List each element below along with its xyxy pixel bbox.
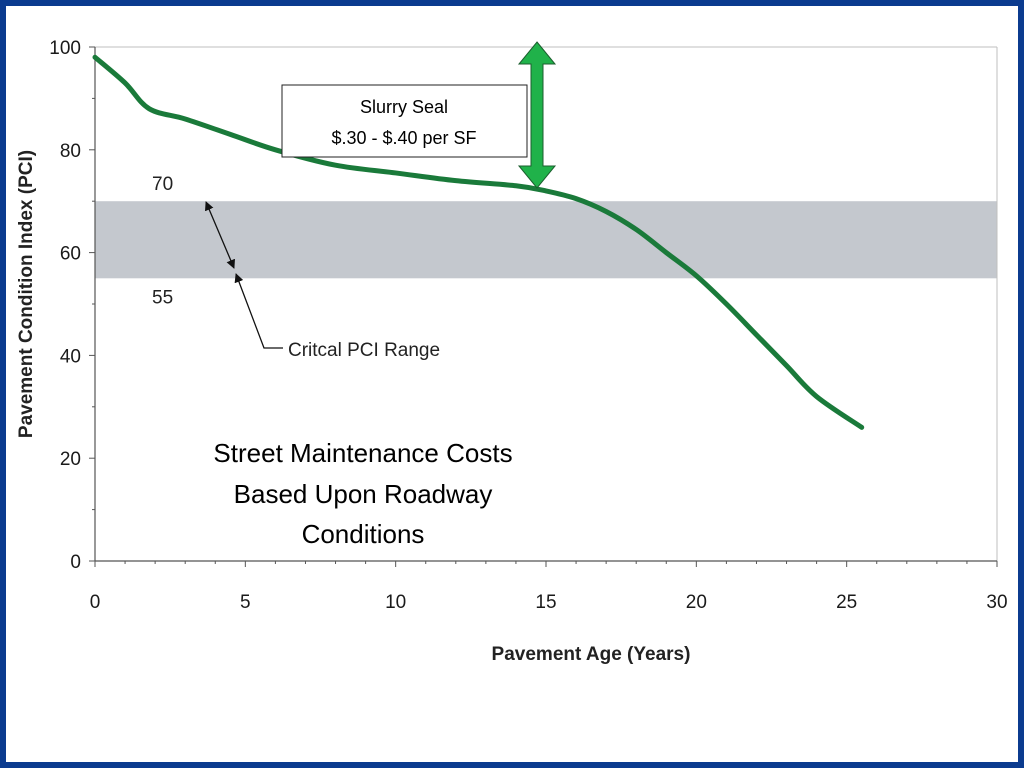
x-tick-label: 20 <box>686 592 707 613</box>
pci-chart: 0 20 40 60 80 100 0 5 10 15 20 25 30 Pavement Age (Ye… <box>16 38 1008 665</box>
pci-data-point <box>394 171 398 175</box>
pci-data-point <box>754 333 758 337</box>
critical-range-leader <box>234 273 283 349</box>
pci-data-point <box>860 425 864 429</box>
slurry-seal-arrow <box>517 41 557 189</box>
pci-data-point <box>123 81 127 85</box>
pci-data-point <box>183 117 187 121</box>
y-tick-label: 40 <box>60 346 81 367</box>
pci-data-point <box>694 274 698 278</box>
y-tick-label: 20 <box>60 449 81 470</box>
x-tick-label: 25 <box>836 592 857 613</box>
pci-data-point <box>454 179 458 183</box>
x-tick-label: 15 <box>535 592 556 613</box>
pci-data-point <box>273 148 277 152</box>
y-axis-title: Pavement Condition Index (PCI) <box>16 150 37 438</box>
y-tick-label: 100 <box>49 38 81 59</box>
pci-data-point <box>544 189 548 193</box>
pci-data-point <box>574 197 578 201</box>
x-tick-label: 0 <box>90 592 101 613</box>
y-tick-label: 0 <box>70 552 81 573</box>
critical-range-double-arrow <box>205 201 235 269</box>
y-tick-label: 60 <box>60 244 81 265</box>
pci-data-point <box>334 163 338 167</box>
band-high-label: 70 <box>152 174 173 195</box>
pci-data-point <box>228 132 232 136</box>
critical-pci-band <box>95 201 997 279</box>
pci-data-point <box>815 395 819 399</box>
band-low-label: 55 <box>152 287 173 308</box>
x-axis-title: Pavement Age (Years) <box>492 644 691 665</box>
x-tick-label: 5 <box>240 592 251 613</box>
pci-data-point <box>514 184 518 188</box>
slurry-seal-callout-box <box>281 84 528 158</box>
pci-data-point <box>604 209 608 213</box>
caption-line-1: Street Maintenance Costs <box>213 438 512 468</box>
callout-line-2: $.30 - $.40 per SF <box>331 128 476 148</box>
pci-data-point <box>147 107 151 111</box>
pci-data-point <box>724 302 728 306</box>
x-tick-label: 30 <box>986 592 1007 613</box>
caption-line-3: Conditions <box>302 519 425 549</box>
pci-data-point <box>93 55 97 59</box>
pci-data-point <box>664 251 668 255</box>
critical-range-label: Critcal PCI Range <box>288 340 440 361</box>
pci-data-point <box>785 364 789 368</box>
pci-data-point <box>634 227 638 231</box>
callout-line-1: Slurry Seal <box>360 97 448 117</box>
x-tick-label: 10 <box>385 592 406 613</box>
y-tick-label: 80 <box>60 141 81 162</box>
caption-line-2: Based Upon Roadway <box>234 479 493 509</box>
plot-area: 0 20 40 60 80 100 0 5 10 15 20 25 30 Pavement Age (Ye… <box>16 38 1008 665</box>
